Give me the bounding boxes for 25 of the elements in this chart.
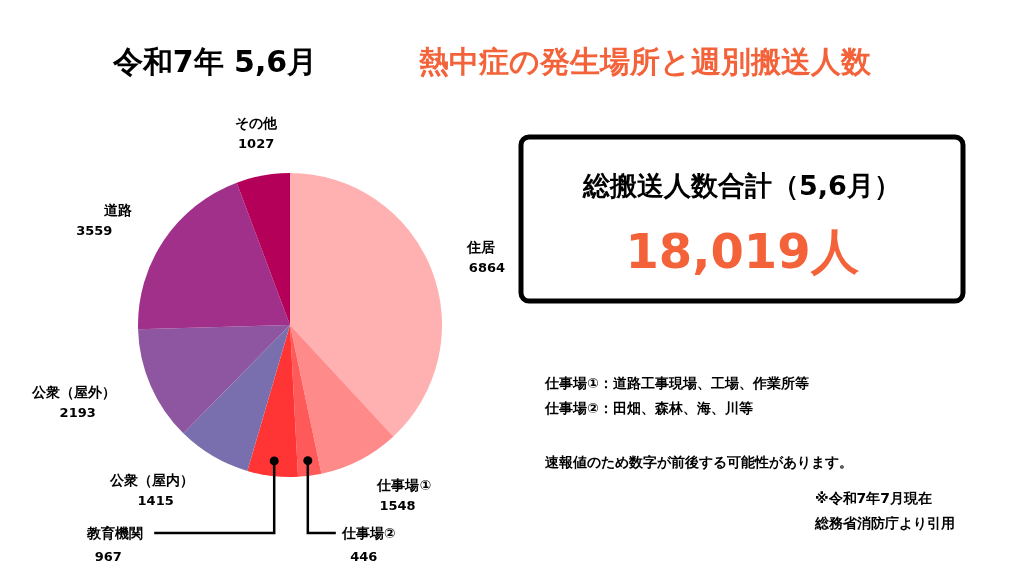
slice-label: 公衆（屋内）	[108, 471, 194, 488]
data-label: 1027	[238, 136, 275, 152]
text: 総務省消防庁より引用	[814, 515, 955, 531]
slice-label: 教育機関	[86, 525, 144, 541]
data-label: 3559	[76, 222, 113, 238]
data-label: 446	[350, 549, 378, 564]
slice-label: 仕事場②	[340, 525, 396, 541]
data-label: 1415	[137, 492, 174, 508]
text: 総搬送人数合計（5,6月）	[582, 170, 901, 201]
slice-label: 公衆（屋外）	[30, 383, 116, 400]
data-label: 1548	[379, 497, 416, 513]
text: 速報値のため数字が前後する可能性があります。	[544, 454, 853, 470]
data-label: 967	[94, 549, 122, 564]
text: 仕事場①：道路工事現場、工場、作業所等	[544, 375, 809, 391]
slice-label: 道路	[103, 201, 133, 218]
text: ※令和7年7月現在	[815, 490, 933, 506]
data-label: 2193	[59, 404, 96, 420]
data-label: 6864	[468, 259, 506, 275]
text: 仕事場②：田畑、森林、海、川等	[544, 400, 753, 416]
slice-label: 仕事場①	[376, 476, 432, 493]
text: 18,019人	[625, 223, 859, 279]
chart-title: 令和7年 5,6月	[111, 44, 318, 79]
text: 熱中症の発生場所と週別搬送人数	[418, 44, 872, 79]
slice-label: その他	[235, 115, 279, 132]
slice-label: 住居	[465, 238, 495, 255]
